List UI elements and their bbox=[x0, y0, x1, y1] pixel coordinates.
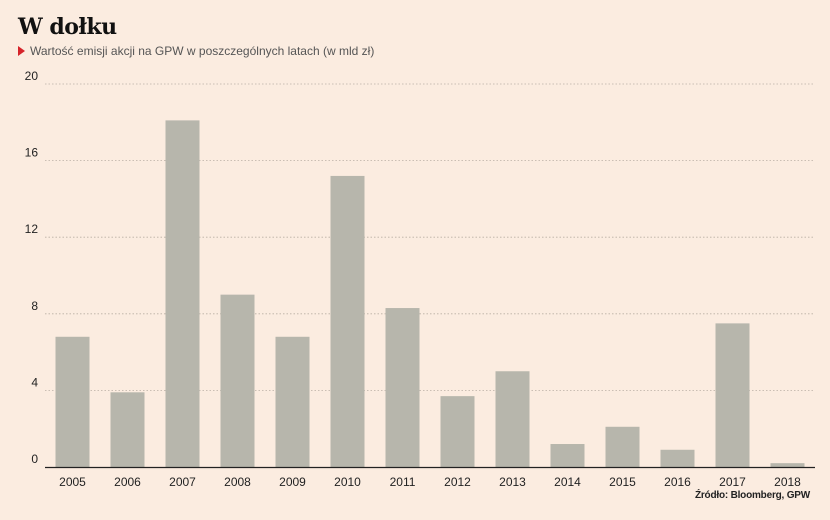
y-tick-label: 8 bbox=[31, 299, 38, 313]
x-tick-label: 2018 bbox=[774, 475, 801, 489]
y-tick-label: 20 bbox=[25, 69, 39, 83]
x-tick-label: 2008 bbox=[224, 475, 251, 489]
x-tick-label: 2015 bbox=[609, 475, 636, 489]
x-tick-label: 2016 bbox=[664, 475, 691, 489]
x-tick-label: 2011 bbox=[390, 475, 416, 489]
bar-2007 bbox=[165, 120, 200, 467]
y-tick-label: 12 bbox=[25, 222, 39, 236]
x-tick-label: 2017 bbox=[719, 475, 746, 489]
bar-2008 bbox=[220, 294, 255, 467]
chart-title: W dołku bbox=[18, 14, 117, 40]
source-note: Źródło: Bloomberg, GPW bbox=[694, 490, 810, 501]
bar-2017 bbox=[715, 323, 750, 467]
x-axis-ticks: 2005 2006 2007 2008 2009 2010 2011 2012 2013 2014… bbox=[59, 475, 801, 489]
chart-subtitle-text: Wartość emisji akcji na GPW w poszczegól… bbox=[30, 44, 375, 58]
bar-2012 bbox=[440, 396, 475, 467]
bar-2018 bbox=[770, 463, 805, 467]
y-tick-label: 16 bbox=[25, 146, 39, 160]
bar-2016 bbox=[660, 449, 695, 467]
x-tick-label: 2007 bbox=[169, 475, 196, 489]
chart-subtitle: Wartość emisji akcji na GPW w poszczegól… bbox=[18, 44, 374, 58]
bar-2015 bbox=[605, 426, 640, 467]
bar-2005 bbox=[55, 336, 90, 467]
bar-2009 bbox=[275, 336, 310, 467]
x-tick-label: 2005 bbox=[59, 475, 86, 489]
bar-2010 bbox=[330, 175, 365, 468]
y-axis-ticks: 0 4 8 12 16 20 bbox=[25, 69, 39, 466]
bar-2006 bbox=[110, 392, 145, 467]
red-triangle-icon bbox=[18, 46, 25, 56]
bar-2013 bbox=[495, 371, 530, 467]
x-tick-label: 2006 bbox=[114, 475, 141, 489]
y-tick-label: 0 bbox=[31, 452, 38, 466]
gridlines bbox=[45, 83, 815, 391]
x-tick-label: 2012 bbox=[444, 475, 471, 489]
bar-2011 bbox=[385, 308, 420, 467]
x-tick-label: 2010 bbox=[334, 475, 361, 489]
x-tick-label: 2014 bbox=[554, 475, 581, 489]
bars bbox=[55, 120, 805, 468]
y-tick-label: 4 bbox=[31, 375, 38, 389]
bar-2014 bbox=[550, 444, 585, 467]
x-tick-label: 2013 bbox=[499, 475, 526, 489]
x-tick-label: 2009 bbox=[279, 475, 306, 489]
